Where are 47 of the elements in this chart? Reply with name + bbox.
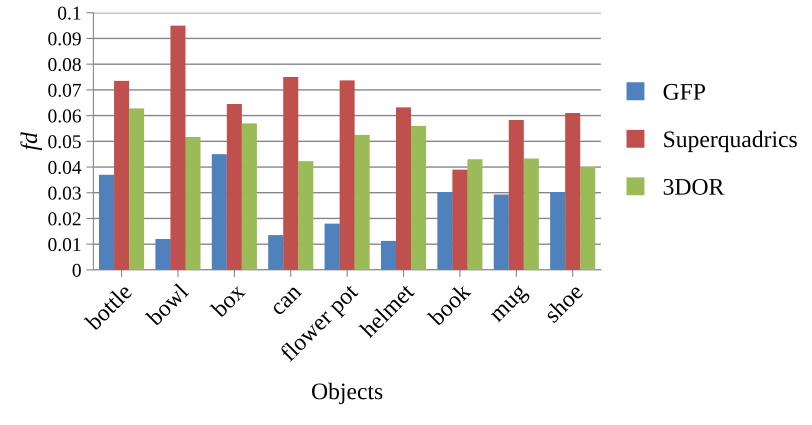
bar (508, 120, 524, 270)
y-tick-label: 0.03 (48, 186, 81, 200)
bar (99, 174, 114, 270)
bar (324, 224, 340, 270)
bar (494, 194, 509, 270)
bar (452, 170, 468, 270)
y-tick-label: 0.06 (48, 109, 81, 123)
legend-label: 3DOR (664, 178, 724, 195)
x-tick-label: book (426, 282, 472, 327)
bar (524, 158, 539, 270)
bar (340, 80, 355, 270)
bar (298, 161, 314, 270)
bar (226, 104, 242, 270)
legend-label: GFP (664, 84, 705, 100)
x-tick-label: box (209, 282, 246, 318)
bar (550, 192, 566, 270)
bar (467, 159, 482, 270)
y-tick-label: 0.05 (48, 135, 81, 148)
y-tick-label: 0.08 (48, 58, 81, 72)
x-tick-label: mug (490, 284, 532, 326)
bar (437, 192, 452, 270)
bar (114, 80, 130, 270)
y-tick-label: 0.02 (48, 212, 80, 226)
y-tick-label: 0.04 (48, 160, 82, 174)
x-axis-title: Objects (312, 382, 382, 404)
bar (155, 239, 170, 270)
y-axis-title: fd (20, 132, 42, 150)
y-tick-label: 0.09 (48, 32, 81, 46)
bar (565, 113, 580, 270)
bar (129, 108, 144, 270)
bar (380, 240, 396, 270)
bar (170, 26, 186, 270)
bar (268, 235, 284, 270)
bar (411, 126, 426, 270)
y-tick-label: 0.07 (48, 84, 82, 97)
y-tick-label: 0 (72, 264, 81, 277)
bar (242, 123, 257, 270)
bar (185, 136, 201, 270)
bar (396, 107, 412, 270)
x-tick-label: shoe (542, 282, 584, 324)
y-tick-label: 0.01 (48, 238, 80, 252)
legend-label: Superquadrics (664, 130, 797, 152)
bar (580, 166, 596, 270)
bar (283, 77, 298, 270)
bar (212, 154, 227, 270)
y-tick-label: 0.1 (58, 6, 80, 20)
bar (354, 134, 370, 270)
